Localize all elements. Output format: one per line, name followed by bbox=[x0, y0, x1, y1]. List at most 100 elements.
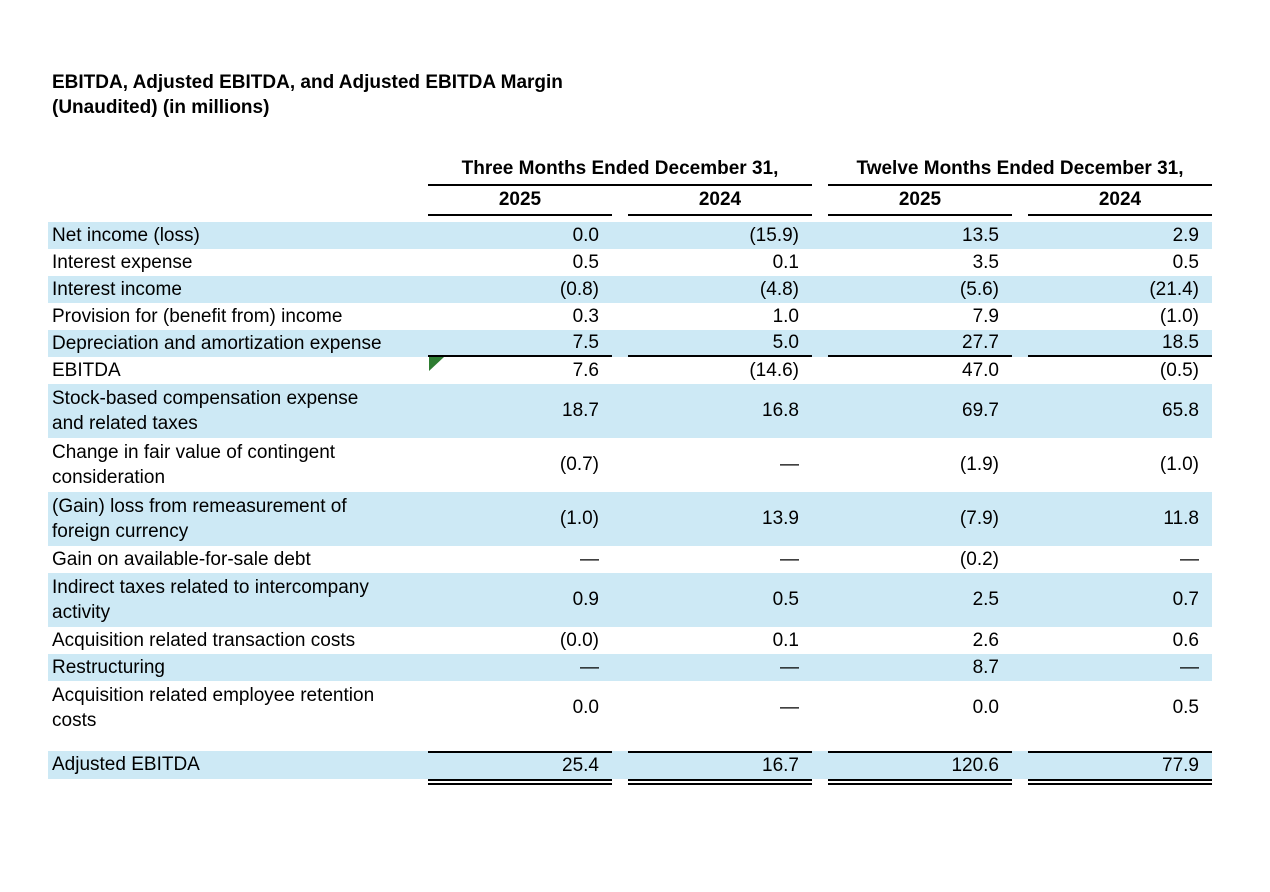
row-label: Interest expense bbox=[52, 251, 193, 273]
double-underline bbox=[1028, 779, 1212, 785]
column-gap bbox=[812, 779, 828, 785]
cell-value: — bbox=[780, 697, 799, 718]
column-gap bbox=[1012, 330, 1028, 357]
table-row: Change in fair value of contingent consi… bbox=[48, 438, 1212, 492]
cell-value: 65.8 bbox=[1162, 400, 1199, 421]
column-gap bbox=[1012, 438, 1028, 492]
column-gap bbox=[1012, 681, 1028, 735]
column-gap bbox=[1012, 751, 1028, 779]
cell-value: (5.6) bbox=[959, 278, 999, 300]
doc-title-line1: EBITDA, Adjusted EBITDA, and Adjusted EB… bbox=[52, 72, 563, 93]
green-corner-flag-icon bbox=[429, 357, 444, 371]
column-gap bbox=[812, 357, 828, 384]
table-row: EBITDA 7.6 (14.6) 47.0 (0.5) bbox=[48, 357, 1212, 384]
cell-value: 0.9 bbox=[572, 589, 599, 610]
table-row: Interest income (0.8) (4.8) (5.6) (21.4) bbox=[48, 276, 1212, 303]
row-label: Provision for (benefit from) income bbox=[52, 305, 343, 327]
cell-value: 0.0 bbox=[572, 697, 599, 718]
cell-value: 0.0 bbox=[972, 697, 999, 718]
table-row: Acquisition related transaction costs (0.… bbox=[48, 627, 1212, 654]
cell-value: — bbox=[780, 548, 799, 570]
cell-value: 7.5 bbox=[428, 330, 612, 357]
cell-value: (15.9) bbox=[749, 224, 799, 246]
year-header-12m-2025: 2025 bbox=[828, 186, 1012, 216]
row-label: EBITDA bbox=[52, 359, 121, 381]
cell-value: — bbox=[580, 656, 599, 678]
column-gap bbox=[612, 384, 628, 438]
column-gap bbox=[1012, 384, 1028, 438]
column-gap bbox=[612, 492, 628, 546]
header-label-spacer bbox=[48, 779, 428, 785]
double-underline bbox=[828, 779, 1012, 785]
column-gap bbox=[812, 249, 828, 276]
column-gap bbox=[1012, 357, 1028, 384]
table-row: Gain on available-for-sale debt — — (0.2) — bbox=[48, 546, 1212, 573]
column-gap bbox=[1012, 627, 1028, 654]
row-label: Adjusted EBITDA bbox=[52, 754, 200, 775]
column-gap bbox=[1012, 546, 1028, 573]
cell-value: (0.7) bbox=[559, 454, 599, 475]
cell-value: 77.9 bbox=[1028, 751, 1212, 779]
cell-value: (14.6) bbox=[749, 359, 799, 381]
year-header-3m-2025: 2025 bbox=[428, 186, 612, 216]
cell-value: 0.1 bbox=[772, 629, 799, 651]
cell-value: 7.9 bbox=[972, 305, 999, 327]
row-label: Gain on available-for-sale debt bbox=[52, 548, 311, 570]
row-label: Net income (loss) bbox=[52, 224, 200, 246]
column-gap bbox=[612, 222, 628, 249]
cell-value: 0.5 bbox=[772, 589, 799, 610]
table-row: Net income (loss) 0.0 (15.9) 13.5 2.9 bbox=[48, 222, 1212, 249]
column-gap bbox=[612, 779, 628, 785]
cell-value: 0.6 bbox=[1172, 629, 1199, 651]
table-header-groups: Three Months Ended December 31, Twelve M… bbox=[48, 158, 1212, 186]
column-gap bbox=[812, 276, 828, 303]
column-gap bbox=[1012, 276, 1028, 303]
cell-value: 7.6 bbox=[428, 357, 612, 384]
column-gap bbox=[812, 751, 828, 779]
table-body: Net income (loss) 0.0 (15.9) 13.5 2.9 Interes… bbox=[48, 222, 1212, 785]
cell-value: 5.0 bbox=[628, 330, 812, 357]
row-label: (Gain) loss from remeasurement of foreig… bbox=[52, 496, 347, 542]
column-gap bbox=[812, 438, 828, 492]
column-gap bbox=[1012, 492, 1028, 546]
doc-title: EBITDA, Adjusted EBITDA, and Adjusted EB… bbox=[0, 0, 1270, 120]
cell-value: 0.5 bbox=[572, 251, 599, 273]
column-gap bbox=[612, 627, 628, 654]
cell-value: (0.0) bbox=[559, 629, 599, 651]
cell-value: 13.9 bbox=[762, 508, 799, 529]
table-row: Restructuring — — 8.7 — bbox=[48, 654, 1212, 681]
ebitda-table: Three Months Ended December 31, Twelve M… bbox=[48, 158, 1212, 785]
table-row: (Gain) loss from remeasurement of foreig… bbox=[48, 492, 1212, 546]
cell-value: 27.7 bbox=[828, 330, 1012, 357]
year-header-12m-2024: 2024 bbox=[1028, 186, 1212, 216]
year-header-3m-2024: 2024 bbox=[628, 186, 812, 216]
cell-value: — bbox=[580, 548, 599, 570]
cell-value: (21.4) bbox=[1149, 278, 1199, 300]
column-gap bbox=[812, 330, 828, 357]
column-gap bbox=[812, 303, 828, 330]
cell-value: (1.0) bbox=[1159, 454, 1199, 475]
cell-value: — bbox=[780, 656, 799, 678]
cell-value: 25.4 bbox=[428, 751, 612, 779]
cell-value: 3.5 bbox=[972, 251, 999, 273]
cell-value: — bbox=[1180, 548, 1199, 570]
column-gap bbox=[612, 438, 628, 492]
column-gap bbox=[1012, 303, 1028, 330]
table-row: Interest expense 0.5 0.1 3.5 0.5 bbox=[48, 249, 1212, 276]
table-row: Depreciation and amortization expense 7.5… bbox=[48, 330, 1212, 357]
cell-value: 0.5 bbox=[1172, 697, 1199, 718]
table-header-years: 2025 2024 2025 2024 bbox=[48, 186, 1212, 216]
double-underline-row bbox=[48, 779, 1212, 785]
cell-value: (7.9) bbox=[959, 508, 999, 529]
double-underline bbox=[428, 779, 612, 785]
row-label: Indirect taxes related to intercompany a… bbox=[52, 577, 369, 623]
cell-value: (0.5) bbox=[1159, 359, 1199, 381]
column-gap bbox=[812, 222, 828, 249]
row-label: Restructuring bbox=[52, 656, 165, 678]
cell-value: 0.1 bbox=[772, 251, 799, 273]
row-label: Change in fair value of contingent consi… bbox=[52, 442, 336, 488]
row-label: Interest income bbox=[52, 278, 182, 300]
row-label: Depreciation and amortization expense bbox=[52, 332, 382, 354]
row-label: Stock-based compensation expense and rel… bbox=[52, 388, 359, 434]
